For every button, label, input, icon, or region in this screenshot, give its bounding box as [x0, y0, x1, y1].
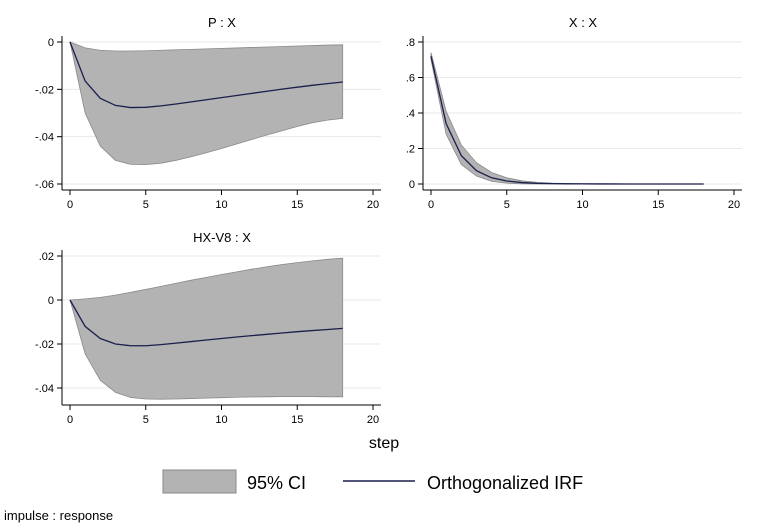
legend-ci-label: 95% CI — [247, 473, 306, 493]
irf-line — [69, 299, 343, 347]
x-tick-label: 15 — [652, 199, 664, 211]
panel-title: P : X — [208, 15, 236, 30]
y-tick-label: .2 — [406, 144, 415, 156]
legend: 95% CI Orthogonalized IRF — [162, 469, 583, 494]
legend-irf-label: Orthogonalized IRF — [427, 473, 583, 493]
panel-p-x: P : X 0 -.02 -.04 -.06 0 5 10 15 20 — [35, 15, 381, 211]
x-tick-label: 10 — [576, 199, 588, 211]
panel-title: X : X — [569, 15, 598, 30]
x-tick-label: 20 — [367, 199, 379, 211]
ci-band — [69, 41, 344, 165]
y-tick-label: 0 — [48, 37, 54, 49]
x-axis-title: step — [369, 435, 399, 452]
x-tick-label: 5 — [504, 199, 510, 211]
ci-band — [430, 52, 704, 185]
x-tick-label: 10 — [215, 414, 227, 426]
irf-line — [69, 41, 343, 109]
x-tick-label: 15 — [291, 199, 303, 211]
x-tick-label: 15 — [291, 414, 303, 426]
ci-band — [69, 257, 344, 400]
y-tick-label: .4 — [406, 108, 415, 120]
x-tick-label: 0 — [67, 414, 73, 426]
x-tick-label: 20 — [367, 414, 379, 426]
x-tick-label: 5 — [143, 414, 149, 426]
x-tick-label: 10 — [215, 199, 227, 211]
panel-hxv8-x: HX-V8 : X .02 0 -.02 -.04 0 5 10 15 20 — [35, 230, 381, 426]
y-tick-label: 0 — [48, 295, 54, 307]
panel-x-x: X : X 0 .2 .4 .6 .8 0 5 10 15 20 — [406, 15, 742, 211]
y-tick-label: -.02 — [35, 339, 54, 351]
y-tick-label: 0 — [409, 179, 415, 191]
y-tick-label: -.04 — [35, 132, 54, 144]
x-tick-label: 20 — [728, 199, 740, 211]
y-tick-label: -.02 — [35, 84, 54, 96]
panel-title: HX-V8 : X — [193, 230, 251, 245]
x-tick-label: 0 — [428, 199, 434, 211]
x-tick-label: 5 — [143, 199, 149, 211]
legend-ci-swatch — [162, 469, 237, 494]
y-tick-label: .02 — [39, 251, 54, 263]
y-tick-label: -.06 — [35, 179, 54, 191]
irf-line — [430, 56, 704, 185]
figure-note: impulse : response — [4, 508, 113, 523]
y-tick-label: .6 — [406, 73, 415, 85]
y-tick-label: -.04 — [35, 383, 54, 395]
x-tick-label: 0 — [67, 199, 73, 211]
y-tick-label: .8 — [406, 37, 415, 49]
